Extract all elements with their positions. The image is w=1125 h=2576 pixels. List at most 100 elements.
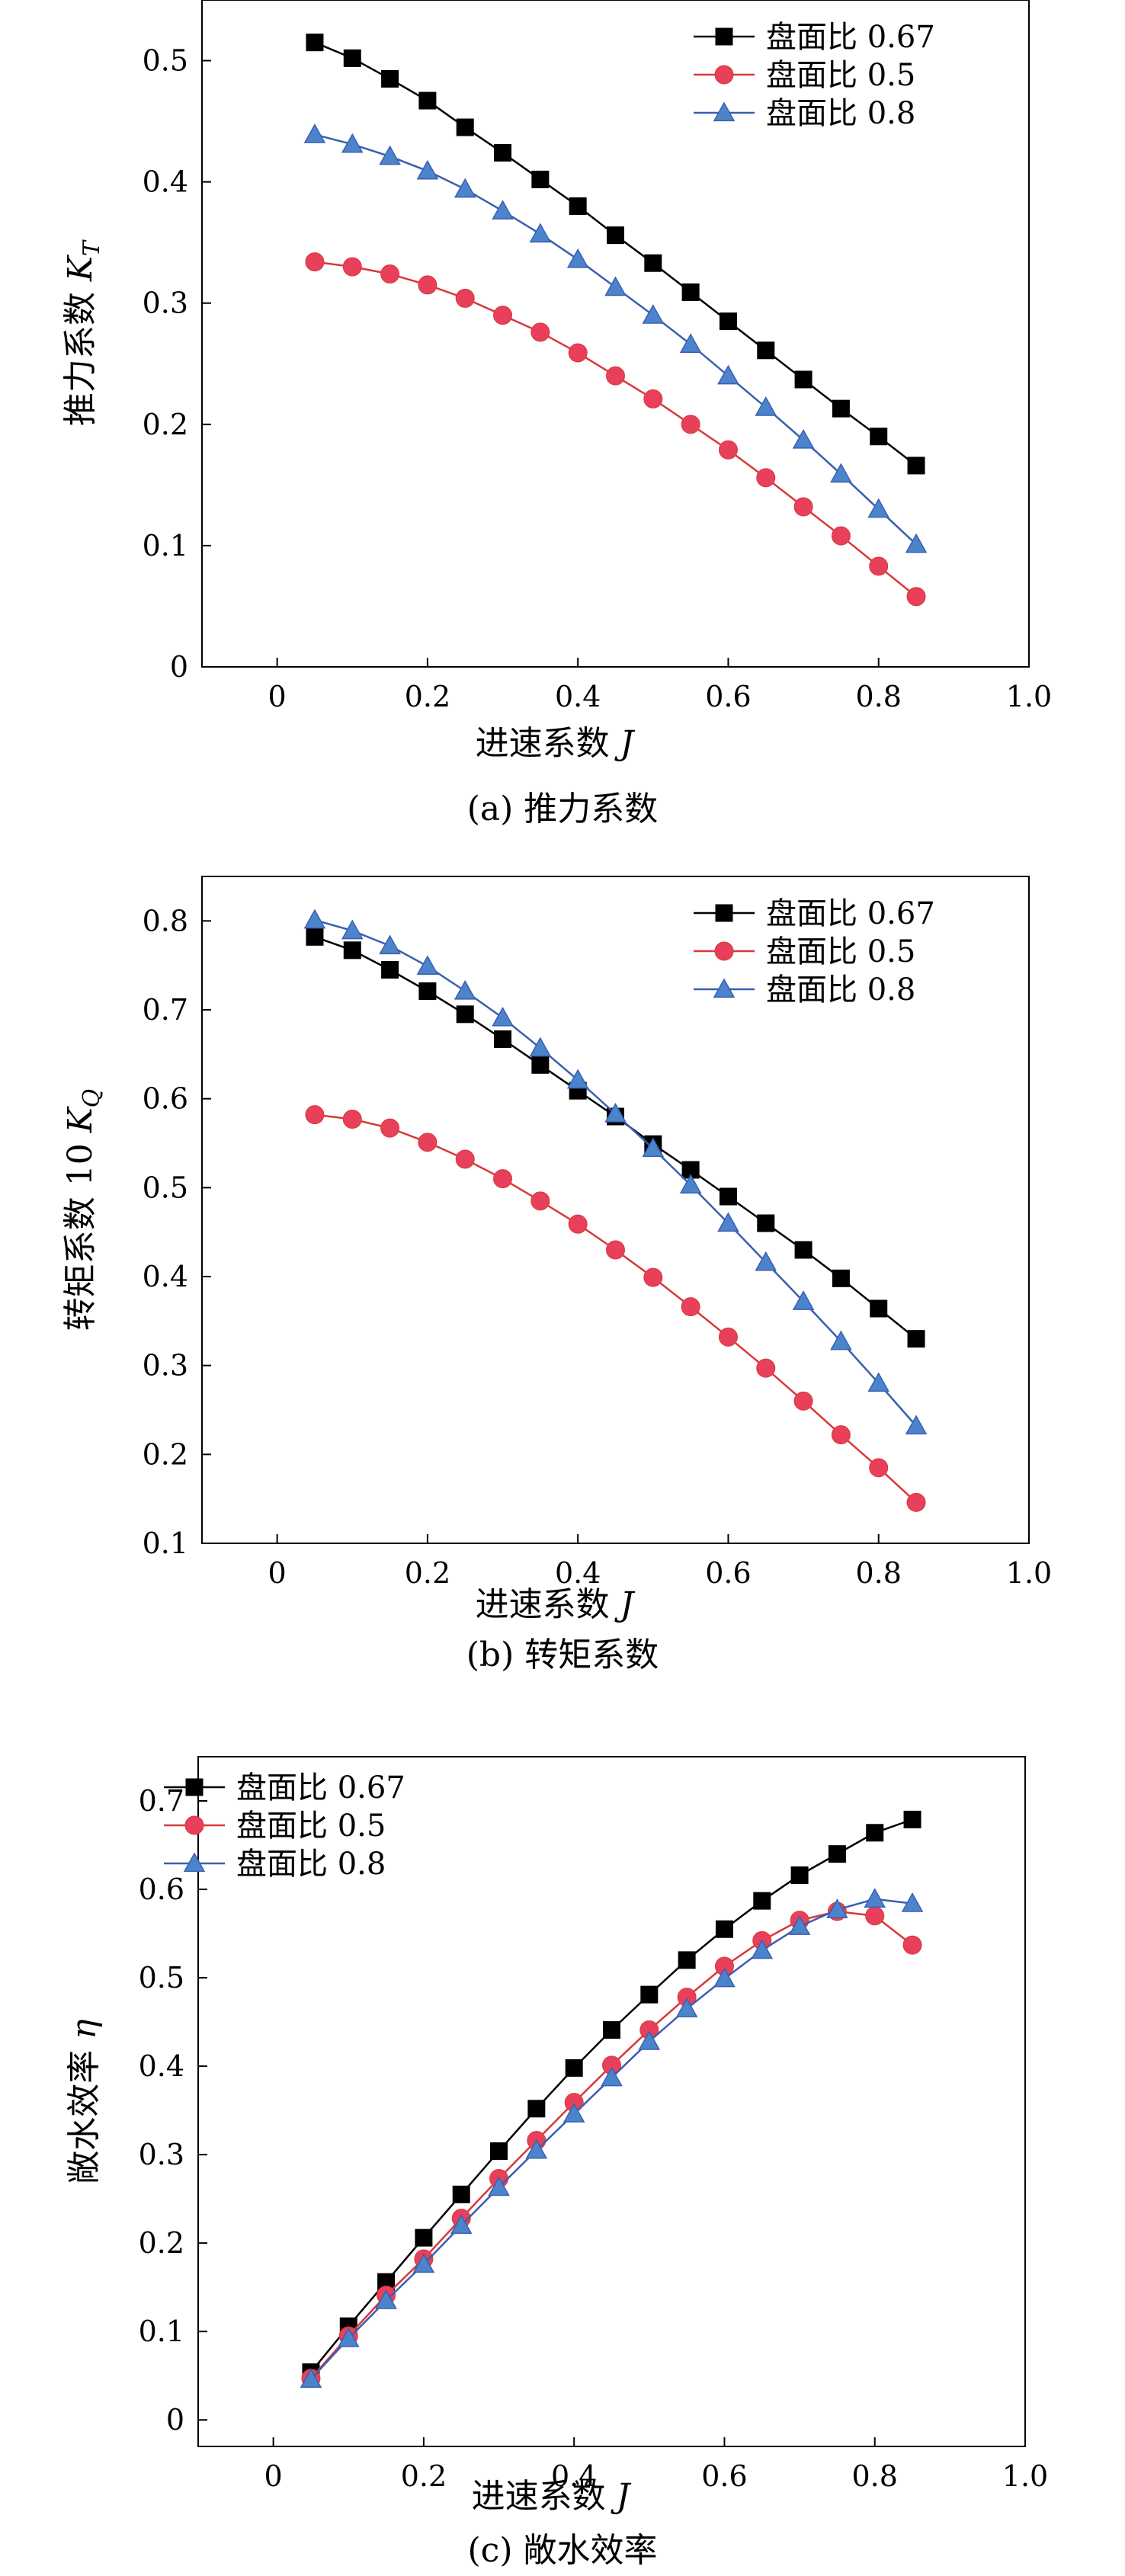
y-tick-label: 0.3	[143, 287, 188, 320]
series-1-point	[305, 1105, 325, 1125]
series-1-point	[869, 556, 889, 576]
series-0-point	[907, 1330, 925, 1348]
panel-efficiency: 0 0.2 0.4 0.6 0.8 1.0 0 0.1 0.2 0.3 0.4 0.5 0.6 0.7 进速…	[0, 1722, 1125, 2576]
series-1-point	[793, 497, 813, 517]
panel-thrust: 0 0.2 0.4 0.6 0.8 1.0 0 0.1 0.2 0.3 0.4 0.5 进速系数 J 推力…	[0, 0, 1125, 846]
y-axis-title: 推力系数 KT	[61, 239, 105, 426]
series-2-point	[905, 1415, 928, 1435]
series-1-point	[418, 1133, 438, 1152]
series-0-point	[494, 143, 512, 162]
series-1-point	[906, 587, 926, 607]
series-0-point	[306, 928, 324, 946]
series-1-point	[869, 1458, 889, 1478]
series-2-point	[604, 276, 627, 296]
series-2-point	[642, 304, 665, 324]
series-2	[303, 908, 928, 1435]
x-tick-label: 0.8	[856, 1556, 902, 1590]
series-2-point	[379, 145, 401, 165]
series-2-point	[492, 1006, 514, 1027]
efficiency-chart: 0 0.2 0.4 0.6 0.8 1.0 0 0.1 0.2 0.3 0.4 0.5 0.6 0.7 进速…	[65, 1756, 1048, 2516]
x-tick-label: 0	[264, 2459, 283, 2493]
series-0-point	[903, 1810, 921, 1828]
series-0-point	[494, 1030, 512, 1048]
series-2-point	[679, 1174, 702, 1193]
legend-marker-1	[184, 1815, 204, 1835]
series-0-point	[343, 49, 361, 67]
x-tick-label: 0.2	[401, 2459, 447, 2493]
y-axis-title: 敞水效率 η	[65, 2019, 104, 2184]
series-0-point	[719, 1187, 737, 1206]
series-2-point	[375, 2289, 397, 2309]
series-1-point	[493, 306, 513, 325]
series-1-point	[643, 389, 663, 409]
series-0-point	[644, 254, 662, 272]
series-1-point	[342, 1110, 362, 1129]
series-2-point	[562, 2103, 585, 2123]
series-2-point	[412, 2253, 435, 2273]
series-0-line	[309, 1818, 913, 2373]
series-1-point	[606, 366, 625, 386]
series-0-point	[753, 1892, 771, 1910]
y-tick-label: 0.3	[143, 1349, 188, 1383]
plot-frame	[201, 876, 1030, 1544]
series-0-point	[832, 399, 850, 418]
series-0-point	[607, 226, 624, 245]
series-2-point	[529, 223, 552, 243]
series-1-line	[310, 1910, 913, 2379]
x-axis-title: 进速系数 J	[476, 724, 636, 763]
series-0-point	[757, 1214, 775, 1232]
series-2-point	[341, 133, 364, 153]
legend-marker-0	[715, 27, 733, 46]
y-axis-title: 转矩系数 10 KQ	[61, 1089, 105, 1331]
series-2-point	[303, 908, 326, 929]
series-2-point	[751, 1939, 774, 1959]
series-2-point	[529, 1036, 552, 1057]
series-0-point	[794, 370, 812, 389]
y-tick-label: 0.5	[143, 44, 188, 78]
plot-frame	[201, 0, 1030, 668]
series-0-point	[828, 1845, 846, 1863]
series-2-point	[450, 2214, 473, 2235]
series-1-point	[455, 1149, 475, 1169]
legend-label-0: 盘面比 0.67	[236, 1770, 405, 1805]
series-2	[303, 123, 928, 553]
series-2-point	[792, 428, 815, 449]
series-2-point	[525, 2139, 548, 2159]
series-0	[302, 1810, 921, 2382]
series-2-point	[830, 1330, 852, 1350]
x-tick-label: 0.2	[405, 1556, 450, 1590]
series-1-point	[380, 1118, 400, 1138]
series-1-point	[643, 1267, 663, 1287]
series-1-point	[380, 264, 400, 284]
series-2-point	[601, 2066, 623, 2087]
panel-torque: 0 0.2 0.4 0.6 0.8 1.0 0.1 0.2 0.3 0.4 0.5 0.6 0.7 0.8…	[0, 854, 1125, 1700]
series-2-point	[303, 123, 326, 143]
x-tick-label: 0	[268, 1556, 287, 1590]
series-1-point	[902, 1935, 922, 1955]
x-tick-label: 1.0	[1002, 2459, 1048, 2493]
x-axis-title: 进速系数 J	[472, 2477, 632, 2516]
series-0-point	[715, 1920, 733, 1938]
legend-label-2: 盘面比 0.8	[236, 1847, 386, 1882]
series-2-point	[792, 1290, 815, 1310]
series-2-point	[492, 200, 514, 219]
legend-label-1: 盘面比 0.5	[766, 58, 915, 93]
x-tick-label: 0.6	[705, 680, 751, 713]
series-1	[301, 1902, 922, 2389]
x-tick-label: 1.0	[1006, 1556, 1052, 1590]
series-2-point	[867, 1372, 890, 1392]
legend-marker-1	[714, 65, 734, 85]
legend-label-0: 盘面比 0.67	[766, 896, 935, 931]
series-1-point	[681, 1297, 700, 1317]
series-2-point	[566, 1069, 589, 1089]
series-2-point	[341, 919, 364, 940]
series-1	[305, 1105, 926, 1512]
series-0-point	[418, 982, 437, 1000]
y-tick-label: 0.7	[143, 993, 188, 1027]
series-1-point	[493, 1169, 513, 1189]
series-2-point	[755, 396, 777, 416]
series-0-point	[681, 283, 700, 301]
series-2-point	[679, 333, 702, 353]
x-axis-title: 进速系数 J	[476, 1585, 636, 1624]
legend-label-2: 盘面比 0.8	[766, 96, 915, 131]
